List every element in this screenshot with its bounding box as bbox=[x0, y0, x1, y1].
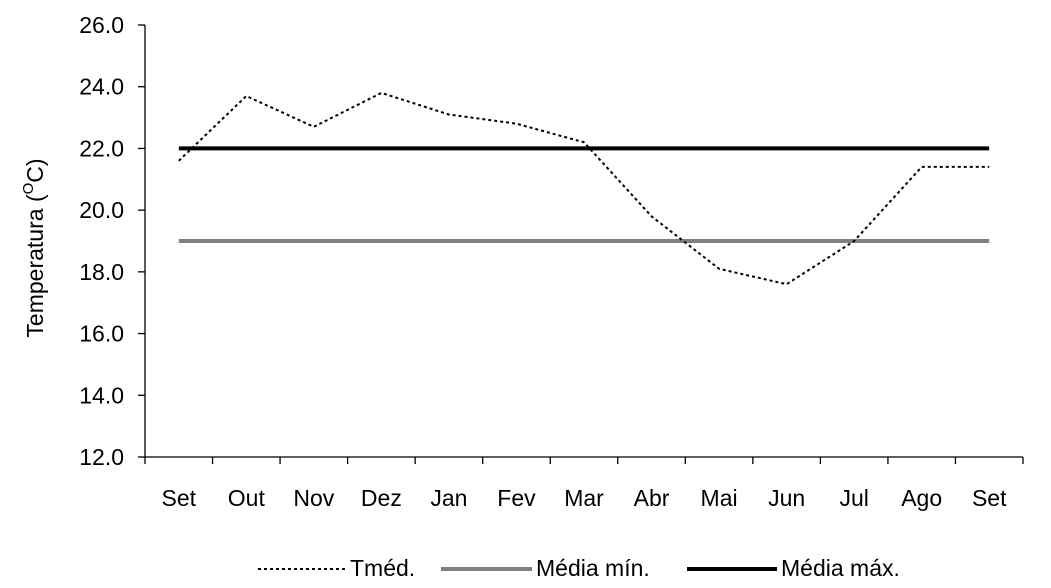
series-layer bbox=[178, 91, 990, 286]
y-tick-label: 24.0 bbox=[79, 74, 124, 100]
y-tick-label: 16.0 bbox=[79, 321, 124, 347]
x-tick-label: Set bbox=[162, 485, 197, 511]
x-tick-label: Dez bbox=[361, 485, 402, 511]
y-tick-label: 22.0 bbox=[79, 135, 124, 161]
x-tick-label: Jul bbox=[839, 485, 868, 511]
y-tick-label: 12.0 bbox=[79, 444, 124, 470]
legend-label: Tméd. bbox=[350, 555, 415, 581]
legend: Tméd. Média mín. Média máx. bbox=[258, 555, 900, 581]
x-tick-label: Nov bbox=[293, 485, 334, 511]
x-tick-label: Out bbox=[228, 485, 266, 511]
y-tick-label: 18.0 bbox=[79, 259, 124, 285]
x-tick-label: Abr bbox=[634, 485, 670, 511]
y-axis-title-superscript: O bbox=[20, 183, 37, 195]
y-axis-title-main: Temperatura ( bbox=[22, 194, 48, 338]
y-tick-label: 26.0 bbox=[79, 12, 124, 38]
x-tick-label: Set bbox=[972, 485, 1007, 511]
x-tick-label: Fev bbox=[497, 485, 536, 511]
y-tick-label: 20.0 bbox=[79, 197, 124, 223]
legend-label: Média máx. bbox=[781, 555, 900, 581]
legend-label: Média mín. bbox=[536, 555, 650, 581]
y-axis-title: Temperatura (OC) bbox=[20, 158, 48, 337]
y-tick-label: 14.0 bbox=[79, 382, 124, 408]
x-tick-label: Jun bbox=[768, 485, 805, 511]
y-axis-title-end: C) bbox=[22, 158, 48, 182]
x-tick-label: Mar bbox=[564, 485, 604, 511]
series-line-tmed bbox=[178, 91, 990, 286]
x-tick-label: Mai bbox=[701, 485, 738, 511]
x-axis: Set Out Nov Dez Jan Fev Mar Abr Mai Jun Jul Ago Set bbox=[144, 456, 1024, 511]
x-tick-label: Jan bbox=[430, 485, 467, 511]
y-axis: 12.0 14.0 16.0 18.0 20.0 22.0 24.0 26.0 bbox=[79, 12, 146, 470]
x-tick-label: Ago bbox=[901, 485, 942, 511]
